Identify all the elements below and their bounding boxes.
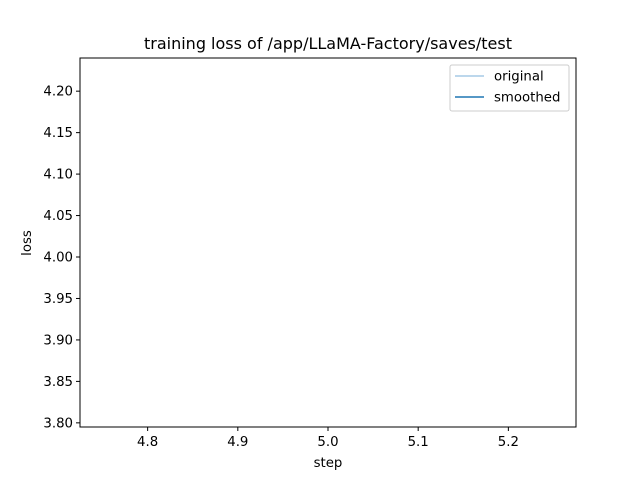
legend: original smoothed [449,64,570,112]
y-tick-label: 3.80 [43,416,73,431]
y-tick-label: 4.15 [43,126,73,141]
y-tick-label: 4.00 [43,251,73,266]
y-tick-label: 3.95 [43,292,73,307]
y-tick-label: 3.85 [43,375,73,390]
x-tick-label: 4.8 [137,435,158,450]
y-tick-label: 4.10 [43,168,73,183]
y-tick-label: 3.90 [43,333,73,348]
chart-title: training loss of /app/LLaMA-Factory/save… [144,34,512,53]
x-axis-ticks: 4.8 4.9 5.0 5.1 5.2 [137,427,519,450]
y-axis-ticks: 3.80 3.85 3.90 3.95 4.00 4.05 4.10 4.15 4.20 [43,85,80,431]
x-tick-label: 5.1 [408,435,429,450]
y-tick-label: 4.05 [43,209,73,224]
legend-label-original: original [494,70,544,85]
y-axis-label: loss [20,230,35,256]
legend-label-smoothed: smoothed [494,91,560,106]
x-tick-label: 4.9 [227,435,248,450]
x-tick-label: 5.0 [317,435,338,450]
x-tick-label: 5.2 [498,435,519,450]
plot-area-frame [79,57,577,428]
x-axis-label: step [314,456,343,471]
y-tick-label: 4.20 [43,85,73,100]
